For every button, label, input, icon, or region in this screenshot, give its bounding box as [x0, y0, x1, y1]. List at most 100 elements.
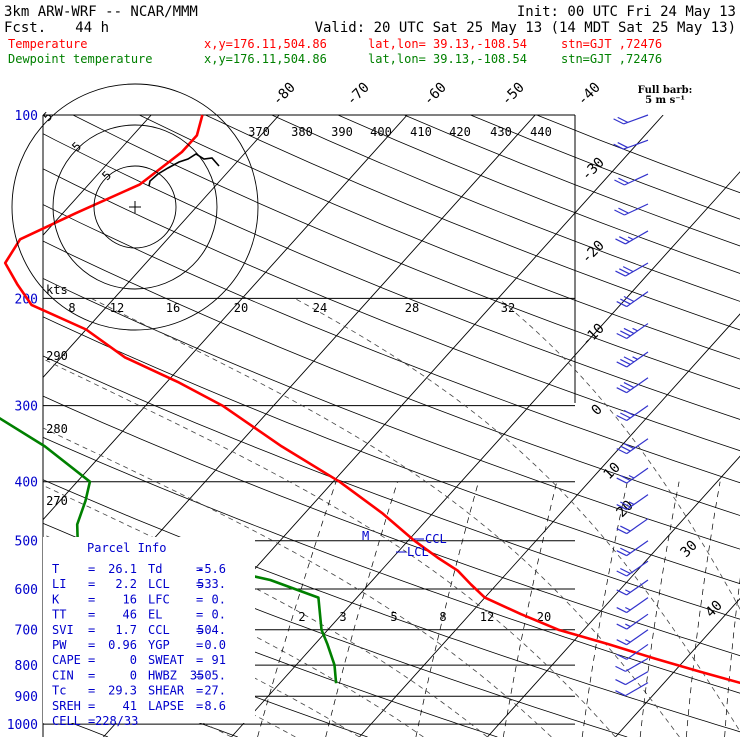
parcel-equals: =: [88, 668, 95, 682]
parcel-key: K: [52, 592, 60, 606]
dry-adiabat: [271, 115, 740, 302]
dry-adiabat: [337, 115, 740, 274]
parcel-info-row: SREH = 41 LAPSE = 8.6: [52, 699, 226, 713]
axis-label: -10: [579, 321, 608, 350]
legend-latlon: lat,lon= 39.13,-108.54: [368, 52, 527, 66]
wind-barb: [616, 540, 649, 557]
moist-adiabat: [91, 298, 680, 737]
axis-label: -50: [499, 80, 528, 109]
pressure-label: 500: [15, 535, 38, 550]
parcel-equals: =: [196, 668, 203, 682]
parcel-info-row: Tc = 29.3 SHEAR = 27.: [52, 684, 226, 698]
forecast-label: Fcst.: [4, 20, 46, 36]
parcel-info-row: CAPE = 0 SWEAT = 91: [52, 653, 226, 667]
dry-adiabat: [43, 355, 740, 620]
axis-label: 270: [46, 494, 68, 508]
wind-barb: [616, 291, 649, 308]
parcel-equals: =: [88, 714, 95, 728]
axis-label: 440: [530, 125, 552, 139]
dry-adiabat: [404, 115, 740, 247]
parcel-value: 0.0: [204, 638, 226, 652]
axis-label: 20: [537, 610, 551, 624]
wind-barb: [616, 560, 649, 577]
barb-feather: [616, 361, 627, 368]
pressure-label: 700: [15, 624, 38, 639]
parcel-equals: =: [88, 653, 95, 667]
parcel-value: 533.: [197, 577, 226, 591]
axis-label: 40: [703, 598, 726, 621]
parcel-key: SREH: [52, 699, 81, 713]
wind-barbs: [613, 114, 649, 697]
parcel-value: 27.: [204, 684, 226, 698]
parcel-info-row: LI = 2.2 LCL =533.: [52, 577, 226, 591]
axis-label: 20: [234, 301, 248, 315]
isotherm-line: [615, 597, 740, 737]
valid-time: Valid: 20 UTC Sat 25 May 13 (14 MDT Sat …: [315, 20, 736, 36]
barb-key-unit: 5 m s⁻¹: [645, 95, 685, 106]
barb-feather: [623, 443, 635, 450]
wind-barb: [616, 494, 649, 511]
barb-feather: [614, 179, 625, 186]
parcel-value: 0.96: [108, 638, 137, 652]
wind-barb: [614, 173, 649, 186]
parcel-key: SVI: [52, 623, 74, 637]
dry-adiabat: [43, 168, 740, 452]
parcel-value: 0.: [212, 608, 226, 622]
barb-feather: [616, 301, 627, 308]
axis-label: 12: [110, 301, 124, 315]
parcel-key: CIN: [52, 668, 74, 682]
axis-label: -30: [579, 155, 608, 184]
barb-feather: [623, 356, 635, 363]
barb-feather: [620, 412, 631, 419]
barb-half-feather: [625, 606, 631, 611]
barb-feather: [613, 143, 624, 150]
parcel-info-row: CELL = 228/33: [52, 714, 138, 728]
wind-barb: [615, 230, 649, 245]
parcel-equals: =: [196, 562, 203, 576]
axis-label: 410: [410, 125, 432, 139]
parcel-info-row: K = 16 LFC = 0.: [52, 592, 226, 606]
wind-barb: [615, 657, 649, 672]
hodograph-ring: [52, 124, 218, 290]
axis-label: -40: [575, 80, 604, 109]
parcel-value: 46: [123, 608, 137, 622]
barb-feather: [616, 623, 627, 630]
legend-coords: x,y=176.11,504.86: [204, 52, 327, 66]
parcel-equals: =: [88, 592, 95, 606]
parcel-equals: =: [88, 577, 95, 591]
parcel-key: LCL: [148, 577, 170, 591]
legend-station: stn=GJT ,72476: [561, 52, 662, 66]
dry-adiabat: [72, 115, 740, 390]
pressure-label: 1000: [7, 718, 38, 733]
axis-label: -20: [579, 238, 608, 267]
wind-barb: [616, 643, 649, 660]
parcel-value: 3505.: [190, 668, 226, 682]
parcel-equals: =: [196, 684, 203, 698]
dry-adiabat: [43, 436, 740, 694]
barb-feather: [616, 332, 627, 340]
barb-feather: [616, 570, 627, 577]
barb-feather: [615, 690, 626, 697]
parcel-info-row: TT = 46 EL = 0.: [52, 608, 226, 622]
parcel-key: CCL: [148, 623, 170, 637]
barb-staff: [625, 682, 649, 697]
barb-feather: [616, 607, 627, 614]
pressure-label: 900: [15, 690, 38, 705]
parcel-info-box: Parcel Info T = 26.1 Td =-5.6LI = 2.2 LCL =533.K…: [43, 537, 255, 728]
axis-label: 28: [405, 301, 419, 315]
moist-adiabat: [43, 358, 616, 737]
dry-adiabat: [43, 204, 740, 484]
parcel-key: TT: [52, 608, 66, 622]
ccl-label: CCL: [425, 532, 447, 546]
barb-feather: [616, 528, 627, 535]
barb-feather: [620, 358, 631, 365]
hodograph-ring: [11, 83, 259, 331]
dry-adiabat: [43, 316, 740, 585]
parcel-value: 504.: [197, 623, 226, 637]
barb-feather: [618, 207, 629, 214]
parcel-value: 26.1: [108, 562, 137, 576]
barb-feather: [615, 270, 626, 277]
mixing-ratio-line: [581, 481, 628, 737]
barb-feather: [623, 327, 635, 334]
